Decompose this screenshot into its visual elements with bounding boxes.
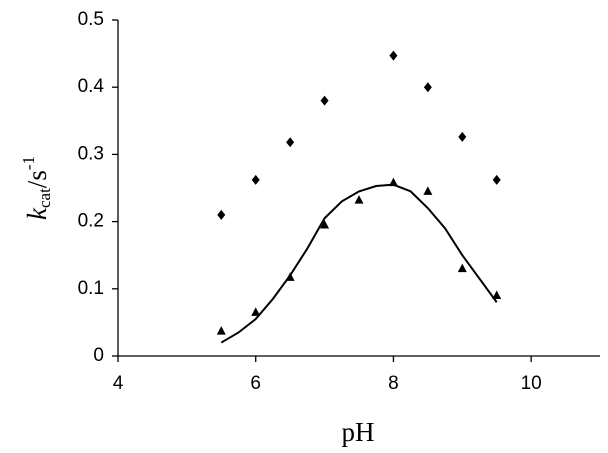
x-axis-label: pH xyxy=(342,417,375,447)
x-tick-label: 10 xyxy=(521,373,542,394)
diamond-point xyxy=(423,82,432,93)
y-tick-label: 0 xyxy=(93,345,104,366)
y-tick-label: 0.4 xyxy=(78,76,105,97)
triangle-point xyxy=(457,263,467,273)
x-tick-label: 8 xyxy=(388,373,399,394)
y-tick-label: 0.3 xyxy=(78,143,104,164)
x-tick-label: 4 xyxy=(113,373,124,394)
triangle-point xyxy=(251,307,261,316)
diamond-point xyxy=(286,137,295,148)
y-label-superscript: -1 xyxy=(19,156,38,170)
diamond-point xyxy=(320,95,329,106)
y-tick-label: 0.2 xyxy=(78,211,104,232)
diamond-point xyxy=(389,50,398,61)
diamond-point xyxy=(251,174,260,185)
triangle-point xyxy=(423,186,433,195)
diamond-point xyxy=(217,209,226,220)
y-axis-label: kcat/s-1 xyxy=(19,156,54,220)
y-tick-label: 0.5 xyxy=(78,9,104,30)
y-tick-label: 0.1 xyxy=(78,278,104,299)
x-tick-label: 6 xyxy=(250,373,261,394)
diamond-point xyxy=(458,131,467,142)
y-label-unit: /s xyxy=(22,170,52,188)
y-label-subscript: cat xyxy=(35,188,54,208)
diamond-point xyxy=(492,174,501,185)
fit-line xyxy=(220,183,498,344)
triangle-point xyxy=(320,219,330,229)
triangle-point xyxy=(492,290,502,300)
triangle-point xyxy=(216,326,226,335)
y-label-symbol: k xyxy=(22,207,52,220)
triangle-point xyxy=(354,195,364,204)
